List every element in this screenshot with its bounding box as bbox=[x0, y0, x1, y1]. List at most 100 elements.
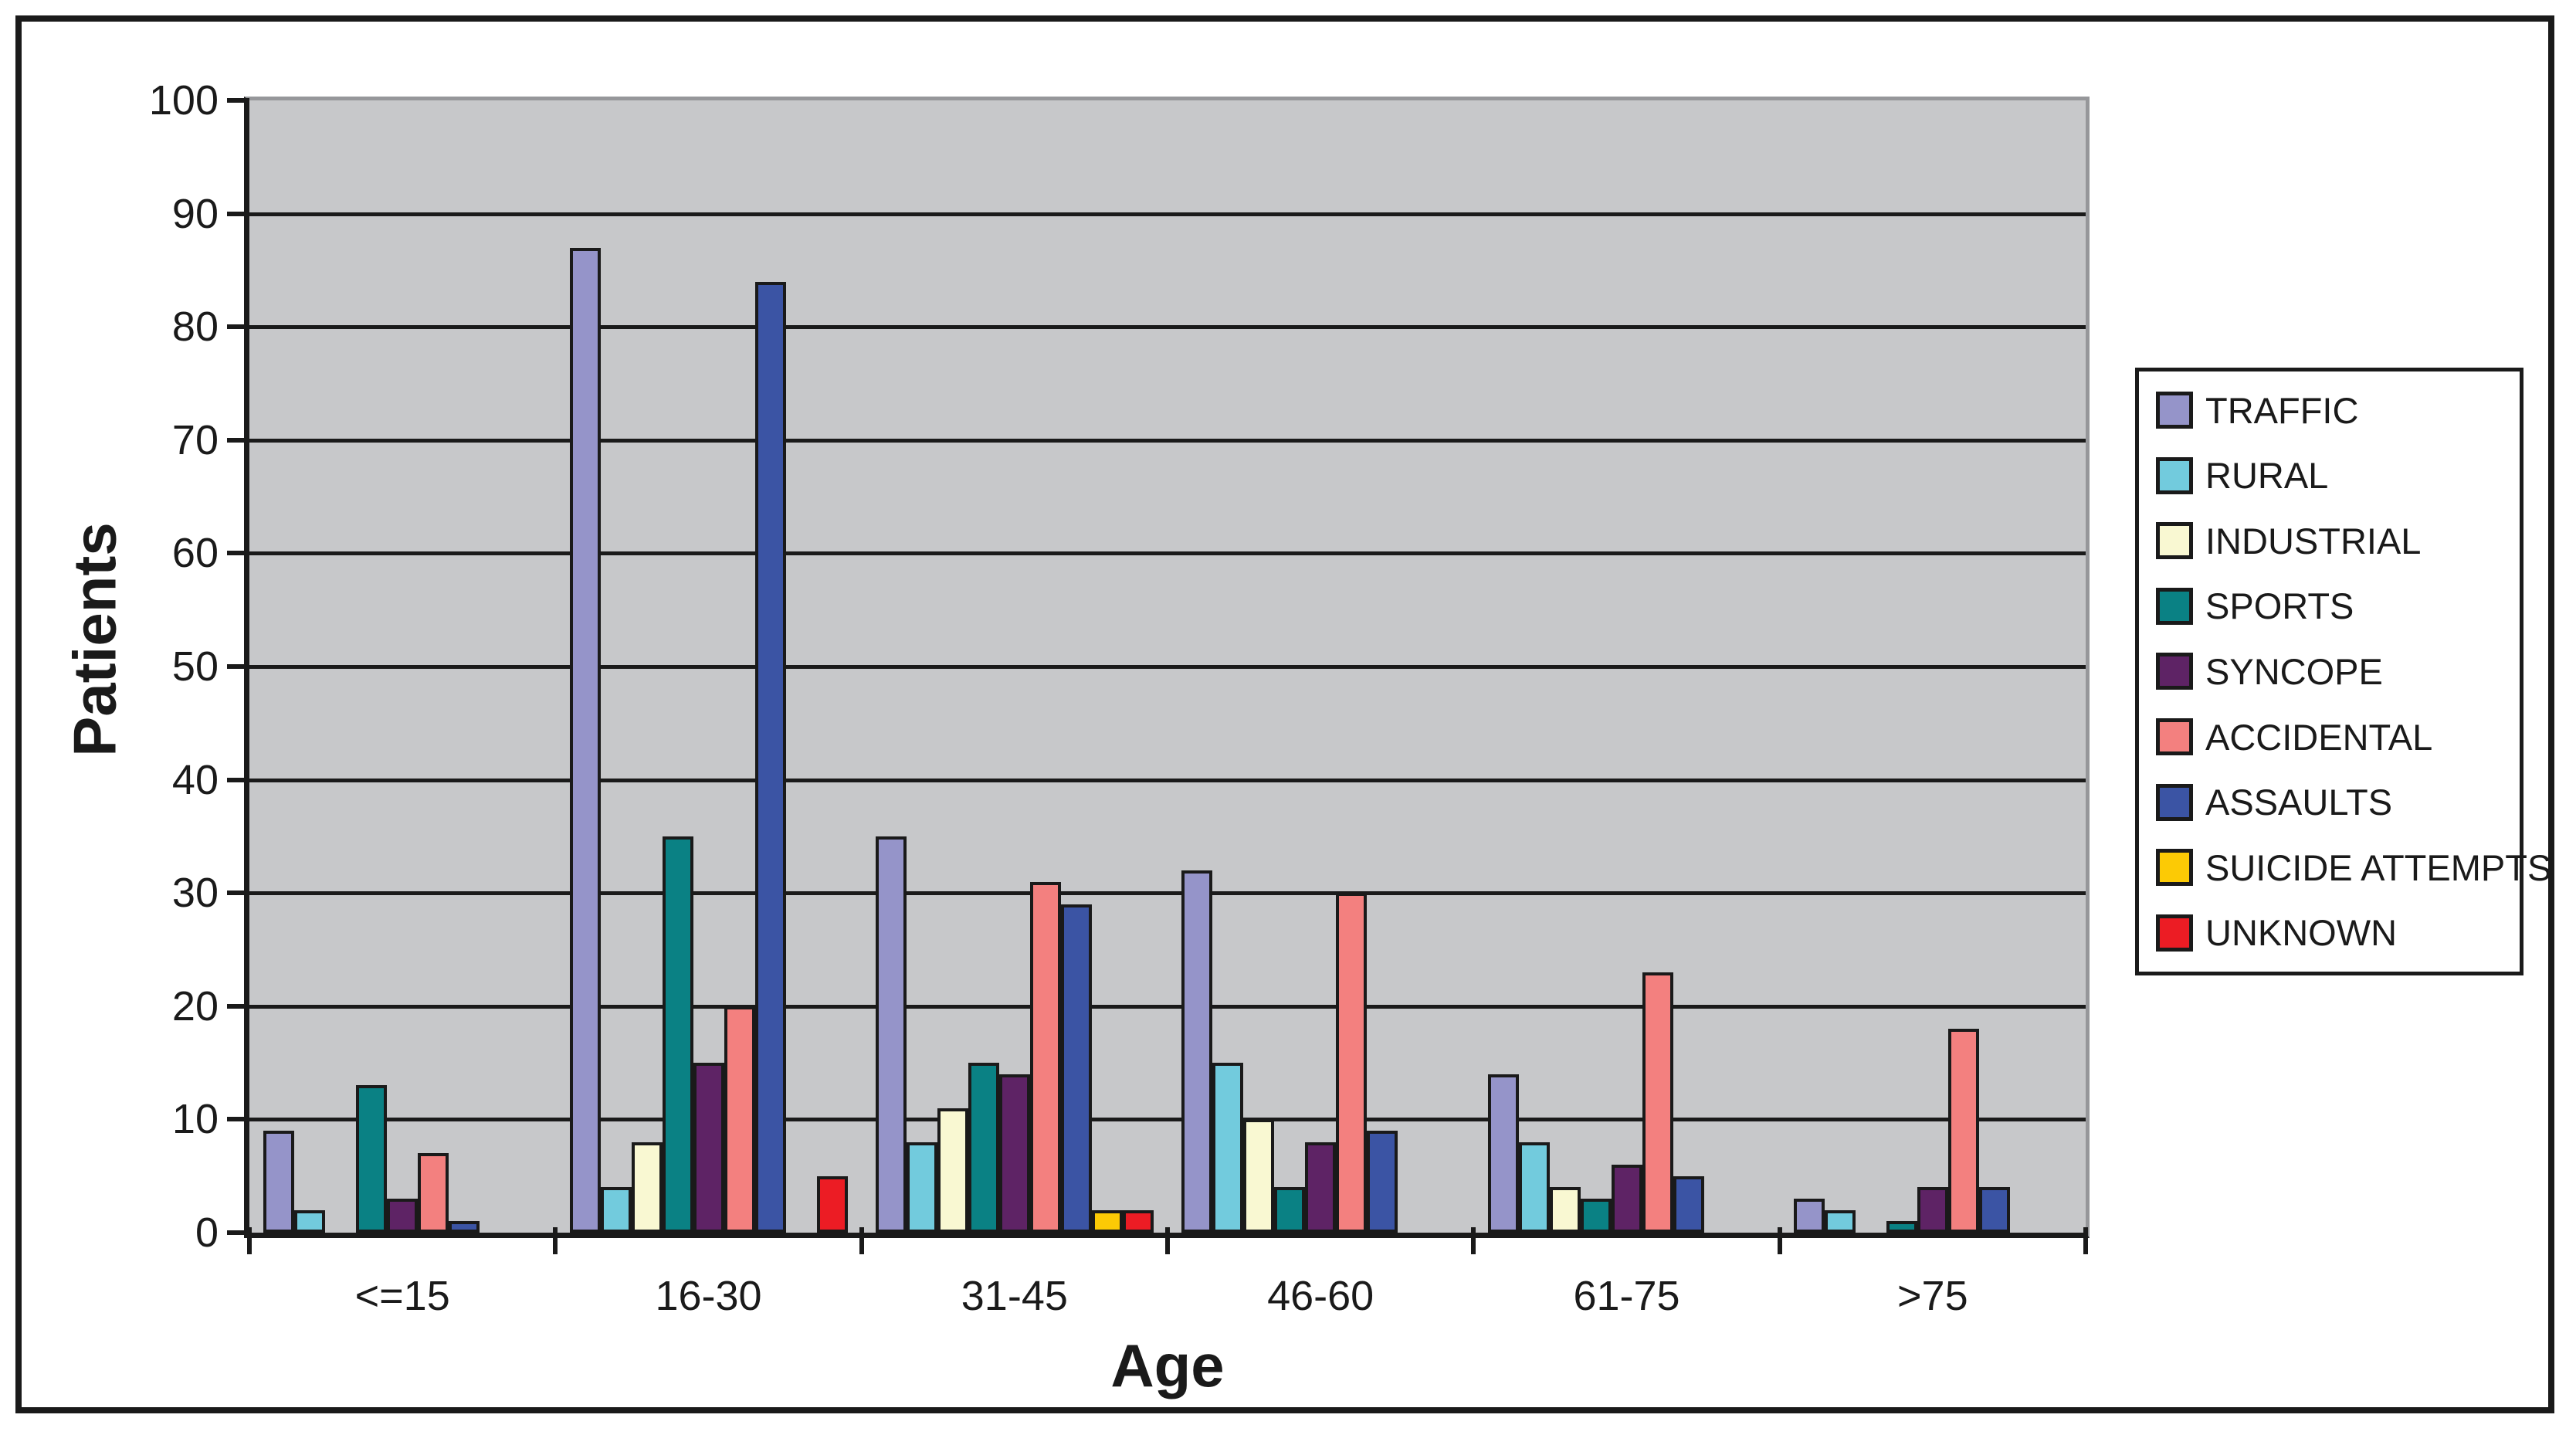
bar bbox=[998, 1074, 1030, 1233]
bar bbox=[1611, 1165, 1642, 1233]
legend-label: SYNCOPE bbox=[2205, 650, 2383, 692]
x-axis-tick bbox=[1777, 1227, 1782, 1254]
y-tick-label: 50 bbox=[171, 643, 219, 690]
y-axis-tick bbox=[227, 98, 249, 103]
y-axis-tick bbox=[227, 1003, 249, 1009]
bar bbox=[937, 1108, 968, 1233]
legend-label: TRAFFIC bbox=[2205, 389, 2359, 431]
y-axis-tick bbox=[227, 551, 249, 556]
bar bbox=[294, 1209, 326, 1233]
gridline bbox=[249, 438, 2086, 443]
legend-label: INDUSTRIAL bbox=[2205, 520, 2422, 561]
bar bbox=[1212, 1063, 1244, 1233]
y-tick-label: 60 bbox=[171, 530, 219, 577]
bar bbox=[356, 1085, 388, 1233]
bar bbox=[968, 1063, 999, 1233]
bar bbox=[1917, 1187, 1948, 1233]
legend-label: ASSAULTS bbox=[2205, 782, 2393, 823]
gridline bbox=[249, 1118, 2086, 1122]
legend-swatch bbox=[2156, 456, 2193, 494]
bar bbox=[1673, 1175, 1704, 1233]
x-tick-label: 61-75 bbox=[1573, 1273, 1680, 1319]
legend-item: SYNCOPE bbox=[2156, 653, 2520, 690]
y-tick-label: 0 bbox=[195, 1209, 219, 1256]
y-tick-label: 10 bbox=[171, 1096, 219, 1143]
y-tick-label: 20 bbox=[171, 982, 219, 1030]
legend-item: SPORTS bbox=[2156, 587, 2520, 625]
legend-item: TRAFFIC bbox=[2156, 392, 2520, 429]
legend-swatch bbox=[2156, 653, 2193, 690]
legend-item: ACCIDENTAL bbox=[2156, 718, 2520, 755]
y-axis-tick bbox=[227, 891, 249, 896]
gridline bbox=[249, 212, 2086, 216]
bar bbox=[1029, 881, 1061, 1233]
y-axis-title: Patients bbox=[60, 522, 129, 757]
bar bbox=[1518, 1142, 1550, 1233]
bar bbox=[569, 247, 601, 1233]
bar bbox=[1886, 1221, 1917, 1233]
legend-swatch bbox=[2156, 718, 2193, 755]
legend-swatch bbox=[2156, 587, 2193, 625]
legend-swatch bbox=[2156, 522, 2193, 560]
legend-swatch bbox=[2156, 783, 2193, 821]
legend-label: UNKNOWN bbox=[2205, 912, 2398, 954]
bar bbox=[449, 1221, 480, 1233]
bar bbox=[387, 1199, 419, 1233]
bar bbox=[724, 1006, 755, 1233]
x-axis-tick bbox=[2083, 1227, 2088, 1254]
x-axis-tick bbox=[553, 1227, 558, 1254]
bar bbox=[1824, 1209, 1856, 1233]
x-axis-tick bbox=[247, 1227, 252, 1254]
legend-swatch bbox=[2156, 914, 2193, 952]
legend-label: SUICIDE ATTEMPTS bbox=[2205, 846, 2552, 888]
gridline bbox=[249, 665, 2086, 669]
x-axis-title: Age bbox=[1110, 1332, 1225, 1399]
legend-item: UNKNOWN bbox=[2156, 914, 2520, 952]
gridline bbox=[249, 778, 2086, 782]
bar bbox=[1336, 893, 1368, 1233]
legend-item: SUICIDE ATTEMPTS bbox=[2156, 849, 2551, 887]
plot-area: 0 10 20 30 40 50 60 70 80 90 100 <=15 16-30 31-45 46-6… bbox=[149, 80, 2090, 1317]
bar bbox=[1947, 1029, 1979, 1233]
y-tick-label: 80 bbox=[171, 304, 219, 351]
gridline bbox=[249, 1004, 2086, 1009]
legend: TRAFFIC RURAL INDUSTRIAL SPORTS SYNCOPE ACCID… bbox=[2135, 368, 2551, 975]
x-tick-label: >75 bbox=[1897, 1273, 1968, 1319]
bar bbox=[1274, 1187, 1306, 1233]
gridline bbox=[249, 551, 2086, 556]
legend-swatch bbox=[2156, 392, 2193, 429]
legend-item: INDUSTRIAL bbox=[2156, 520, 2520, 561]
bar bbox=[1060, 904, 1092, 1233]
x-axis-tick bbox=[1471, 1227, 1476, 1254]
bar bbox=[418, 1153, 449, 1233]
bar bbox=[1642, 972, 1673, 1233]
bar bbox=[600, 1187, 632, 1233]
x-tick-label: <=15 bbox=[354, 1273, 450, 1319]
bar bbox=[1091, 1209, 1123, 1233]
y-tick-label: 30 bbox=[171, 870, 219, 917]
bar bbox=[816, 1175, 848, 1233]
x-axis-tick bbox=[859, 1227, 864, 1254]
y-axis-tick bbox=[227, 1117, 249, 1122]
bar bbox=[1793, 1199, 1825, 1233]
bar bbox=[1122, 1209, 1154, 1233]
y-axis-tick bbox=[227, 211, 249, 216]
bar bbox=[1978, 1187, 2010, 1233]
y-axis-tick bbox=[227, 324, 249, 330]
y-axis-tick bbox=[227, 777, 249, 782]
bar bbox=[1367, 1131, 1398, 1233]
chart-frame: Patients Age 0 10 20 30 40 50 60 70 80 90 100 <=15 1… bbox=[15, 15, 2554, 1413]
y-tick-label: 70 bbox=[171, 416, 219, 463]
bar bbox=[875, 836, 907, 1233]
gridline bbox=[249, 891, 2086, 896]
x-tick-label: 31-45 bbox=[961, 1273, 1068, 1319]
y-axis-tick bbox=[227, 1230, 249, 1235]
bar bbox=[906, 1142, 937, 1233]
bar bbox=[693, 1063, 724, 1233]
bar bbox=[1243, 1119, 1275, 1233]
bar bbox=[1487, 1074, 1519, 1233]
y-axis-tick bbox=[227, 664, 249, 669]
bar bbox=[631, 1142, 663, 1233]
bar bbox=[263, 1131, 295, 1233]
legend-label: ACCIDENTAL bbox=[2205, 716, 2433, 758]
